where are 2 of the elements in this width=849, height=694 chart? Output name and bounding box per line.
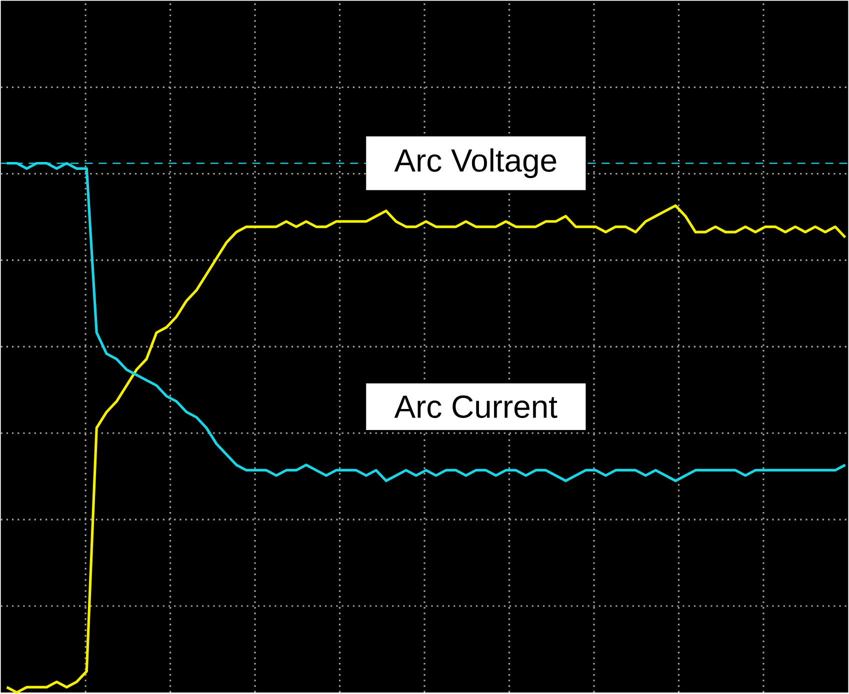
series-label: Arc Current [394,396,558,418]
series-label: Arc Voltage [394,148,556,178]
